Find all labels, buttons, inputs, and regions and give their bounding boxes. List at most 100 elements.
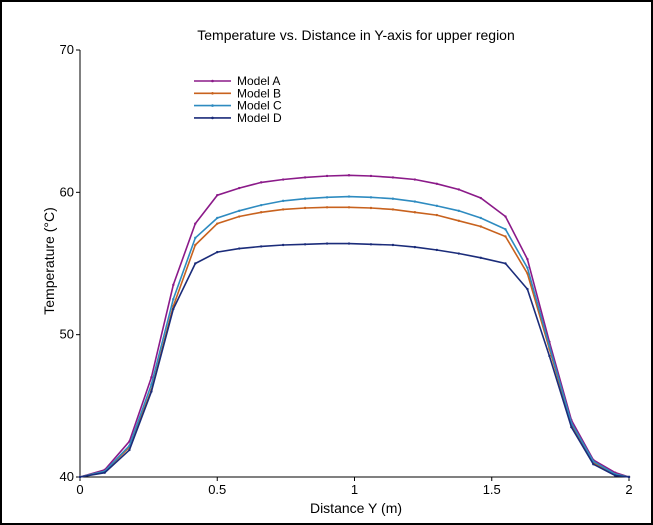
data-point-model-c: [281, 199, 285, 203]
legend-label-model-c: Model C: [237, 99, 282, 113]
legend-marker-model-a: [211, 79, 214, 83]
data-point-model-d: [413, 245, 417, 249]
data-point-model-c: [435, 204, 439, 208]
data-point-model-d: [103, 471, 106, 474]
data-point-model-c: [216, 216, 219, 220]
data-point-model-b: [369, 206, 373, 210]
data-point-model-b: [457, 219, 461, 222]
data-point-model-a: [457, 188, 461, 191]
data-point-model-a: [526, 258, 529, 261]
data-point-model-b: [238, 215, 241, 218]
legend-marker-model-d: [211, 116, 214, 120]
data-point-model-d: [526, 287, 529, 291]
data-point-model-a: [325, 174, 329, 178]
y-tick-label: 60: [60, 184, 74, 199]
data-point-model-c: [259, 203, 263, 207]
x-tick-label: 1: [351, 482, 358, 497]
series-model-a: [78, 174, 631, 479]
x-axis-label: Distance Y (m): [310, 500, 402, 516]
data-point-model-d: [150, 390, 153, 393]
data-point-model-c: [526, 266, 529, 269]
data-point-model-d: [238, 247, 241, 250]
series-model-d: [78, 242, 631, 479]
data-point-model-d: [172, 307, 175, 311]
data-point-model-d: [479, 256, 482, 260]
data-point-model-d: [128, 448, 131, 452]
data-point-model-a: [413, 178, 417, 181]
data-point-model-a: [194, 222, 197, 225]
data-point-model-a: [238, 186, 241, 190]
data-point-model-a: [479, 196, 482, 200]
data-point-model-a: [303, 176, 307, 179]
data-point-model-a: [216, 193, 219, 197]
data-point-model-d: [325, 242, 329, 245]
data-point-model-d: [504, 262, 507, 265]
y-tick-label: 50: [60, 327, 74, 342]
chart-title: Temperature vs. Distance in Y-axis for u…: [197, 27, 515, 43]
data-point-model-a: [504, 215, 507, 218]
data-point-model-d: [194, 262, 197, 265]
data-point-model-c: [391, 197, 395, 200]
data-point-model-d: [592, 462, 595, 466]
data-point-model-a: [172, 283, 175, 287]
data-point-model-b: [347, 206, 351, 209]
data-point-model-b: [194, 243, 197, 247]
data-point-model-b: [391, 208, 395, 211]
x-tick-label: 0.5: [208, 482, 226, 497]
legend-marker-model-c: [211, 104, 214, 107]
data-point-model-d: [457, 252, 461, 255]
data-point-model-d: [391, 243, 395, 247]
y-tick-label: 70: [60, 42, 74, 57]
data-point-model-a: [369, 174, 373, 178]
y-tick-label: 40: [60, 469, 74, 484]
data-point-model-b: [413, 211, 417, 214]
data-point-model-b: [435, 213, 439, 217]
x-tick-label: 1.5: [483, 482, 501, 497]
data-point-model-c: [457, 209, 461, 213]
data-point-model-d: [369, 243, 373, 246]
data-point-model-c: [238, 209, 241, 213]
data-point-model-a: [150, 376, 153, 379]
data-point-model-b: [303, 206, 307, 210]
legend-label-model-d: Model D: [237, 111, 282, 125]
data-point-model-d: [347, 242, 351, 245]
legend-marker-model-b: [211, 92, 214, 95]
series-line-model-a: [79, 174, 630, 478]
data-point-model-d: [78, 475, 82, 479]
data-point-model-d: [570, 425, 573, 429]
data-point-model-c: [303, 197, 307, 200]
data-point-model-d: [435, 248, 439, 252]
data-point-model-c: [504, 228, 507, 231]
data-point-model-c: [150, 383, 153, 386]
data-point-model-b: [259, 211, 263, 214]
y-axis-label: Temperature (°C): [41, 207, 57, 315]
data-point-model-b: [216, 222, 219, 225]
data-point-model-d: [216, 250, 219, 254]
data-point-model-c: [172, 297, 175, 301]
data-point-model-c: [347, 195, 351, 198]
legend-label-model-b: Model B: [237, 86, 281, 100]
series-model-b: [78, 206, 631, 479]
data-point-model-a: [391, 176, 395, 179]
data-point-model-a: [281, 178, 285, 181]
data-point-model-b: [325, 206, 329, 209]
data-point-model-c: [369, 196, 373, 199]
data-point-model-d: [614, 474, 617, 477]
data-point-model-d: [259, 245, 263, 248]
data-point-model-d: [548, 354, 551, 358]
data-point-model-a: [259, 181, 263, 184]
axes: 0 0.5 1 1.5 2 40 50 60 70: [60, 42, 633, 497]
series-line-model-b: [79, 206, 630, 478]
x-tick-label: 0: [76, 482, 83, 497]
data-point-model-d: [627, 475, 631, 479]
data-point-model-b: [479, 225, 482, 228]
data-point-model-a: [435, 182, 439, 185]
data-point-model-d: [281, 243, 285, 247]
data-point-model-c: [548, 344, 551, 348]
data-point-model-b: [504, 235, 507, 238]
legend-label-model-a: Model A: [237, 74, 280, 88]
data-point-model-d: [303, 243, 307, 246]
